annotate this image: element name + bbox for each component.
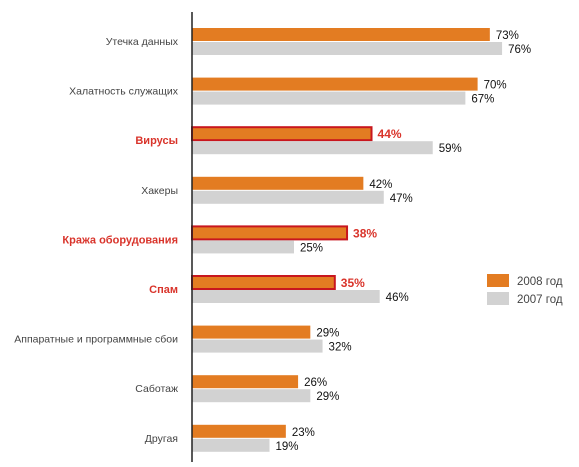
category-label-5: Спам [149, 284, 178, 296]
bar-2007-6 [192, 339, 323, 353]
bar-2008-0 [192, 28, 490, 41]
value-label-2007-4: 25% [300, 242, 323, 254]
bar-2008-5 [191, 275, 336, 290]
category-label-3: Хакеры [141, 185, 178, 197]
bar-2007-2 [192, 141, 433, 155]
bar-2008-2 [191, 126, 373, 142]
category-label-8: Другая [145, 433, 178, 445]
bar-2008-8 [192, 424, 286, 438]
value-label-2008-3: 42% [369, 179, 392, 191]
value-label-2007-2: 59% [439, 143, 462, 155]
bar-2007-3 [192, 190, 384, 204]
value-label-2007-1: 67% [471, 94, 494, 106]
bar-2008-1 [192, 77, 478, 91]
value-label-2008-7: 26% [304, 377, 327, 389]
bar-2008-4 [191, 225, 349, 241]
category-label-0: Утечка данных [106, 36, 179, 48]
value-label-2008-4: 38% [353, 226, 377, 240]
value-label-2008-1: 70% [484, 80, 507, 92]
value-label-2007-3: 47% [390, 193, 413, 205]
value-label-2008-6: 29% [316, 328, 339, 340]
legend-swatch-2008 [487, 274, 509, 287]
value-label-2007-6: 32% [329, 342, 352, 354]
value-label-2008-8: 23% [292, 427, 315, 439]
value-label-2008-2: 44% [378, 127, 402, 141]
legend-label-2008: 2008 год [517, 276, 563, 288]
bar-2007-4 [192, 240, 294, 254]
category-label-7: Саботаж [135, 383, 178, 395]
bar-2007-8 [192, 438, 270, 452]
value-label-2008-0: 73% [496, 30, 519, 42]
bar-2007-5 [192, 290, 380, 303]
legend-label-2007: 2007 год [517, 294, 563, 306]
bar-2007-7 [192, 389, 311, 403]
category-label-4: Кража оборудования [62, 234, 178, 246]
legend-swatch-2007 [487, 292, 509, 305]
bar-2008-7 [192, 375, 299, 389]
bar-2007-1 [192, 91, 466, 105]
value-label-2007-5: 46% [386, 292, 409, 304]
value-label-2007-8: 19% [276, 441, 299, 453]
bar-2008-3 [192, 176, 364, 190]
value-label-2007-7: 29% [316, 391, 339, 403]
bar-2007-0 [192, 42, 503, 55]
category-label-6: Аппаратные и программные сбои [14, 334, 178, 346]
category-label-1: Халатность служащих [69, 86, 179, 98]
category-label-2: Вирусы [135, 135, 178, 147]
value-label-2007-0: 76% [508, 44, 531, 56]
value-label-2008-5: 35% [341, 276, 365, 290]
bar-2008-6 [192, 325, 311, 339]
